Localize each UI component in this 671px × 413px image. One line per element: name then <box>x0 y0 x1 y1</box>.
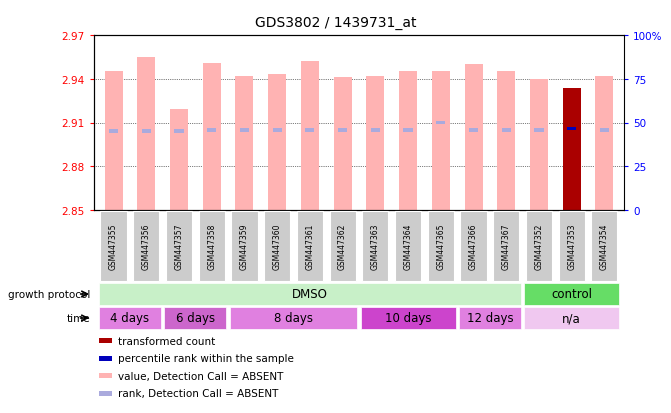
Bar <box>99 356 113 361</box>
Bar <box>567 127 576 131</box>
Bar <box>558 212 584 281</box>
Text: GSM447362: GSM447362 <box>338 223 347 270</box>
Text: GSM447365: GSM447365 <box>436 223 446 270</box>
Bar <box>297 212 323 281</box>
Text: GDS3802 / 1439731_at: GDS3802 / 1439731_at <box>255 16 416 30</box>
Bar <box>460 212 486 281</box>
Text: GSM447353: GSM447353 <box>567 223 576 270</box>
Bar <box>436 121 446 125</box>
Bar <box>530 80 548 211</box>
Bar <box>497 72 515 211</box>
Bar <box>526 212 552 281</box>
Text: 6 days: 6 days <box>176 312 215 325</box>
Bar <box>229 307 358 329</box>
Bar <box>170 110 188 211</box>
Text: 4 days: 4 days <box>110 312 150 325</box>
Bar <box>166 212 192 281</box>
Bar <box>329 212 356 281</box>
Bar <box>142 130 151 134</box>
Bar <box>164 307 227 329</box>
Bar <box>99 373 113 378</box>
Bar <box>109 130 118 134</box>
Text: transformed count: transformed count <box>118 336 215 346</box>
Bar <box>203 64 221 211</box>
Bar <box>493 212 519 281</box>
Text: 8 days: 8 days <box>274 312 313 325</box>
Bar <box>534 129 544 132</box>
Text: GSM447358: GSM447358 <box>207 223 216 270</box>
Bar <box>264 212 291 281</box>
Text: GSM447356: GSM447356 <box>142 223 151 270</box>
Bar <box>236 77 254 211</box>
Bar <box>207 129 216 132</box>
Bar <box>199 212 225 281</box>
Text: GSM447367: GSM447367 <box>502 223 511 270</box>
Bar <box>105 72 123 211</box>
Bar <box>563 88 580 211</box>
Text: growth protocol: growth protocol <box>8 289 91 299</box>
Bar <box>502 129 511 132</box>
Text: DMSO: DMSO <box>292 288 328 301</box>
Bar <box>174 130 184 134</box>
Text: n/a: n/a <box>562 312 581 325</box>
Bar <box>240 129 249 132</box>
Bar <box>305 129 315 132</box>
Text: rank, Detection Call = ABSENT: rank, Detection Call = ABSENT <box>118 389 278 399</box>
Bar <box>138 58 155 211</box>
Bar <box>362 212 389 281</box>
Bar <box>432 72 450 211</box>
Bar <box>360 307 456 329</box>
Bar <box>333 78 352 211</box>
Text: GSM447361: GSM447361 <box>305 223 315 270</box>
Bar <box>459 307 521 329</box>
Bar <box>464 65 482 211</box>
Text: 12 days: 12 days <box>466 312 513 325</box>
Bar <box>272 129 282 132</box>
Bar <box>338 129 347 132</box>
Text: GSM447352: GSM447352 <box>535 223 544 270</box>
Text: time: time <box>67 313 91 323</box>
Bar <box>99 283 521 305</box>
Bar <box>524 283 619 305</box>
Text: GSM447366: GSM447366 <box>469 223 478 270</box>
Text: value, Detection Call = ABSENT: value, Detection Call = ABSENT <box>118 371 283 381</box>
Bar <box>591 212 617 281</box>
Bar <box>101 212 127 281</box>
Bar <box>469 129 478 132</box>
Bar <box>600 129 609 132</box>
Bar <box>134 212 160 281</box>
Text: GSM447364: GSM447364 <box>403 223 413 270</box>
Bar <box>371 129 380 132</box>
Bar <box>403 129 413 132</box>
Bar <box>395 212 421 281</box>
Text: GSM447357: GSM447357 <box>174 223 183 270</box>
Bar <box>231 212 258 281</box>
Bar <box>399 72 417 211</box>
Text: GSM447355: GSM447355 <box>109 223 118 270</box>
Bar <box>99 338 113 343</box>
Bar <box>427 212 454 281</box>
Bar <box>595 77 613 211</box>
Text: GSM447359: GSM447359 <box>240 223 249 270</box>
Bar <box>99 307 161 329</box>
Bar <box>268 75 286 211</box>
Bar <box>366 77 384 211</box>
Bar <box>524 307 619 329</box>
Text: percentile rank within the sample: percentile rank within the sample <box>118 354 294 363</box>
Bar <box>301 62 319 211</box>
Text: 10 days: 10 days <box>384 312 431 325</box>
Bar <box>99 391 113 396</box>
Text: GSM447354: GSM447354 <box>600 223 609 270</box>
Text: control: control <box>551 288 592 301</box>
Text: GSM447363: GSM447363 <box>371 223 380 270</box>
Text: GSM447360: GSM447360 <box>272 223 282 270</box>
